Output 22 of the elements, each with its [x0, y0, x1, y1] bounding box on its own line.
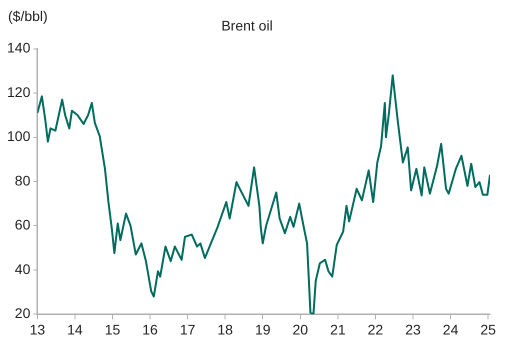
x-tick-label: 14	[67, 321, 83, 338]
y-tick-label: 20	[14, 305, 31, 322]
x-tick-label: 19	[254, 321, 271, 338]
x-tick-label: 15	[104, 321, 120, 338]
x-tick-label: 24	[442, 321, 459, 338]
y-tick-label: 60	[14, 216, 31, 233]
y-tick-label: 100	[7, 128, 31, 144]
x-tick-label: 22	[368, 321, 384, 338]
x-tick-label: 21	[330, 321, 346, 338]
y-tick-label: 80	[14, 172, 31, 188]
x-tick-label: 16	[142, 321, 158, 338]
y-tick-label: 40	[14, 260, 31, 277]
x-tick-label: 23	[405, 321, 421, 338]
chart-title: Brent oil	[221, 17, 273, 34]
y-axis-title: ($/bbl)	[8, 8, 48, 24]
y-tick-label: 140	[7, 40, 31, 56]
x-tick-label: 18	[217, 321, 234, 338]
x-tick-label: 13	[30, 321, 46, 338]
x-tick-label: 20	[292, 321, 308, 338]
x-tick-label: 25	[480, 321, 496, 338]
y-tick-label: 120	[7, 84, 31, 100]
x-tick-label: 17	[180, 321, 196, 338]
